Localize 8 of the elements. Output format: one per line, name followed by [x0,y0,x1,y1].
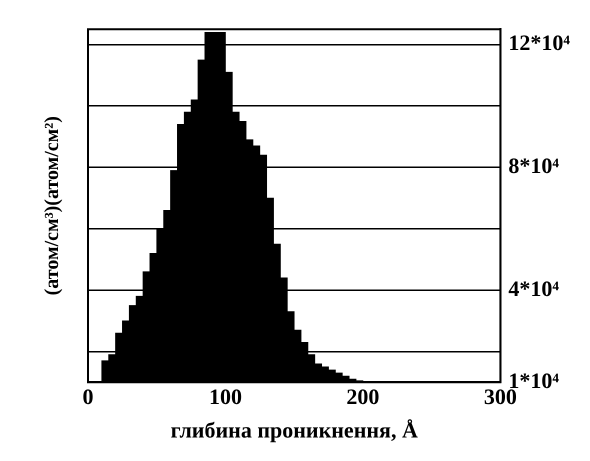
x-tick-label: 100 [208,384,242,410]
x-tick-label: 200 [346,384,380,410]
y-tick-label: 8*10⁴ [508,153,560,178]
y-tick-label: 12*10⁴ [508,30,570,56]
y-tick-label: 4*10⁴ [508,276,560,301]
x-axis-title: глибина проникнення, Å [170,417,418,442]
y-axis-title: (атом/см³)(атом/см²) [41,116,64,296]
x-tick-label: 0 [82,384,94,410]
